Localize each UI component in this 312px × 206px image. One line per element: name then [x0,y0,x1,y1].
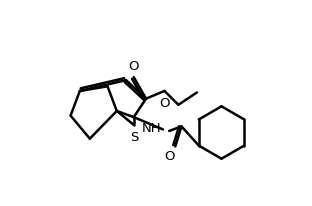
Text: O: O [164,150,174,163]
Text: S: S [130,131,139,144]
Text: O: O [159,97,170,110]
Text: O: O [129,60,139,73]
Text: NH: NH [142,122,161,135]
